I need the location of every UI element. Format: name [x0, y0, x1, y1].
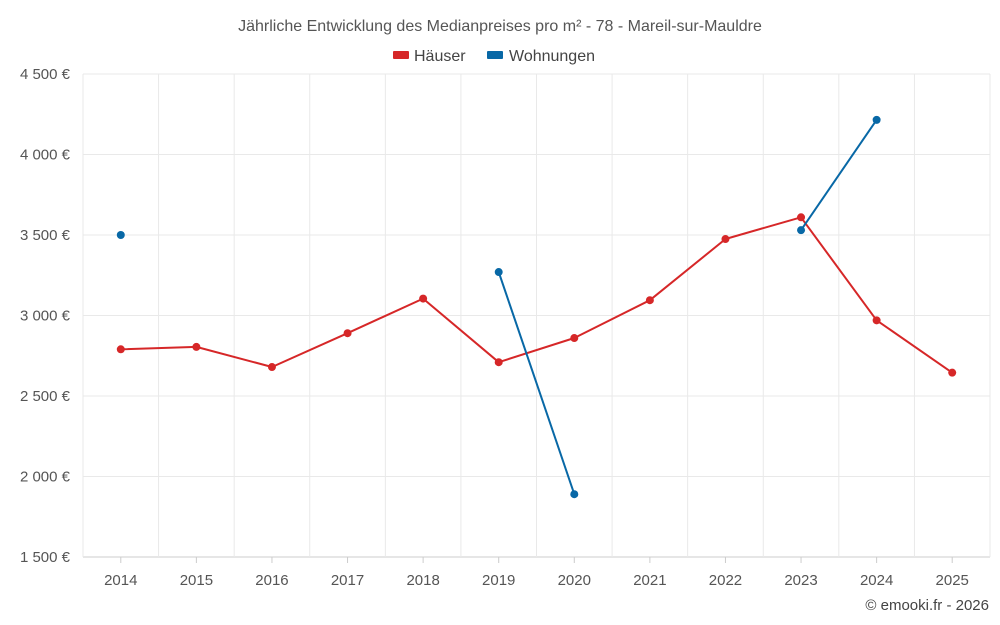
legend-item-haeuser[interactable]: Häuser — [393, 48, 466, 65]
data-point-haeuser-2015[interactable] — [192, 342, 201, 351]
x-tick-label: 2015 — [180, 572, 213, 589]
axes: 1 500 € 2 000 € 2 500 € 3 000 € 3 500 € 4 000… — [20, 66, 969, 589]
x-tick-label: 2019 — [482, 572, 515, 589]
y-tick-label: 4 500 € — [20, 66, 71, 83]
x-tick-label: 2022 — [709, 572, 742, 589]
legend-swatch-haeuser — [393, 51, 409, 59]
grid — [82, 73, 991, 558]
data-point-haeuser-2016[interactable] — [267, 363, 276, 372]
data-point-wohnungen-2023[interactable] — [797, 226, 806, 235]
x-tick-label: 2020 — [558, 572, 591, 589]
data-point-haeuser-2025[interactable] — [948, 368, 957, 377]
x-tick-label: 2018 — [406, 572, 439, 589]
x-tick-label: 2017 — [331, 572, 364, 589]
series-line-haeuser — [120, 216, 953, 374]
x-tick-label: 2024 — [860, 572, 893, 589]
chart-title: Jährliche Entwicklung des Medianpreises … — [238, 18, 762, 35]
data-point-haeuser-2017[interactable] — [343, 329, 352, 338]
y-tick-label: 2 500 € — [20, 388, 71, 405]
legend-item-wohnungen[interactable]: Wohnungen — [487, 48, 595, 65]
series-layer — [116, 115, 957, 499]
legend: Häuser Wohnungen — [393, 48, 595, 65]
series-line-wohnungen — [800, 119, 878, 231]
data-point-wohnungen-2020[interactable] — [570, 490, 579, 499]
data-point-haeuser-2014[interactable] — [116, 345, 125, 354]
data-point-wohnungen-2024[interactable] — [872, 115, 881, 124]
y-tick-label: 3 500 € — [20, 227, 71, 244]
legend-swatch-wohnungen — [487, 51, 503, 59]
data-point-haeuser-2019[interactable] — [494, 358, 503, 367]
data-point-haeuser-2023[interactable] — [797, 213, 806, 222]
data-point-haeuser-2022[interactable] — [721, 235, 730, 244]
data-point-haeuser-2020[interactable] — [570, 334, 579, 343]
x-tick-label: 2014 — [104, 572, 137, 589]
y-tick-label: 1 500 € — [20, 549, 71, 566]
x-tick-label: 2021 — [633, 572, 666, 589]
series-line-wohnungen — [497, 271, 576, 495]
legend-label-wohnungen: Wohnungen — [509, 48, 595, 65]
x-tick-label: 2016 — [255, 572, 288, 589]
data-point-haeuser-2024[interactable] — [872, 316, 881, 325]
series-haeuser — [116, 213, 957, 377]
x-tick-label: 2025 — [936, 572, 969, 589]
y-tick-label: 2 000 € — [20, 469, 71, 486]
x-tick-label: 2023 — [784, 572, 817, 589]
credit-text: © emooki.fr - 2026 — [865, 597, 989, 614]
legend-label-haeuser: Häuser — [414, 48, 466, 65]
y-tick-label: 3 000 € — [20, 308, 71, 325]
y-tick-label: 4 000 € — [20, 147, 71, 164]
data-point-haeuser-2021[interactable] — [645, 296, 654, 305]
data-point-haeuser-2018[interactable] — [419, 294, 428, 303]
data-point-wohnungen-2019[interactable] — [494, 268, 503, 277]
data-point-wohnungen-2014[interactable] — [116, 231, 125, 239]
series-wohnungen — [116, 115, 881, 499]
